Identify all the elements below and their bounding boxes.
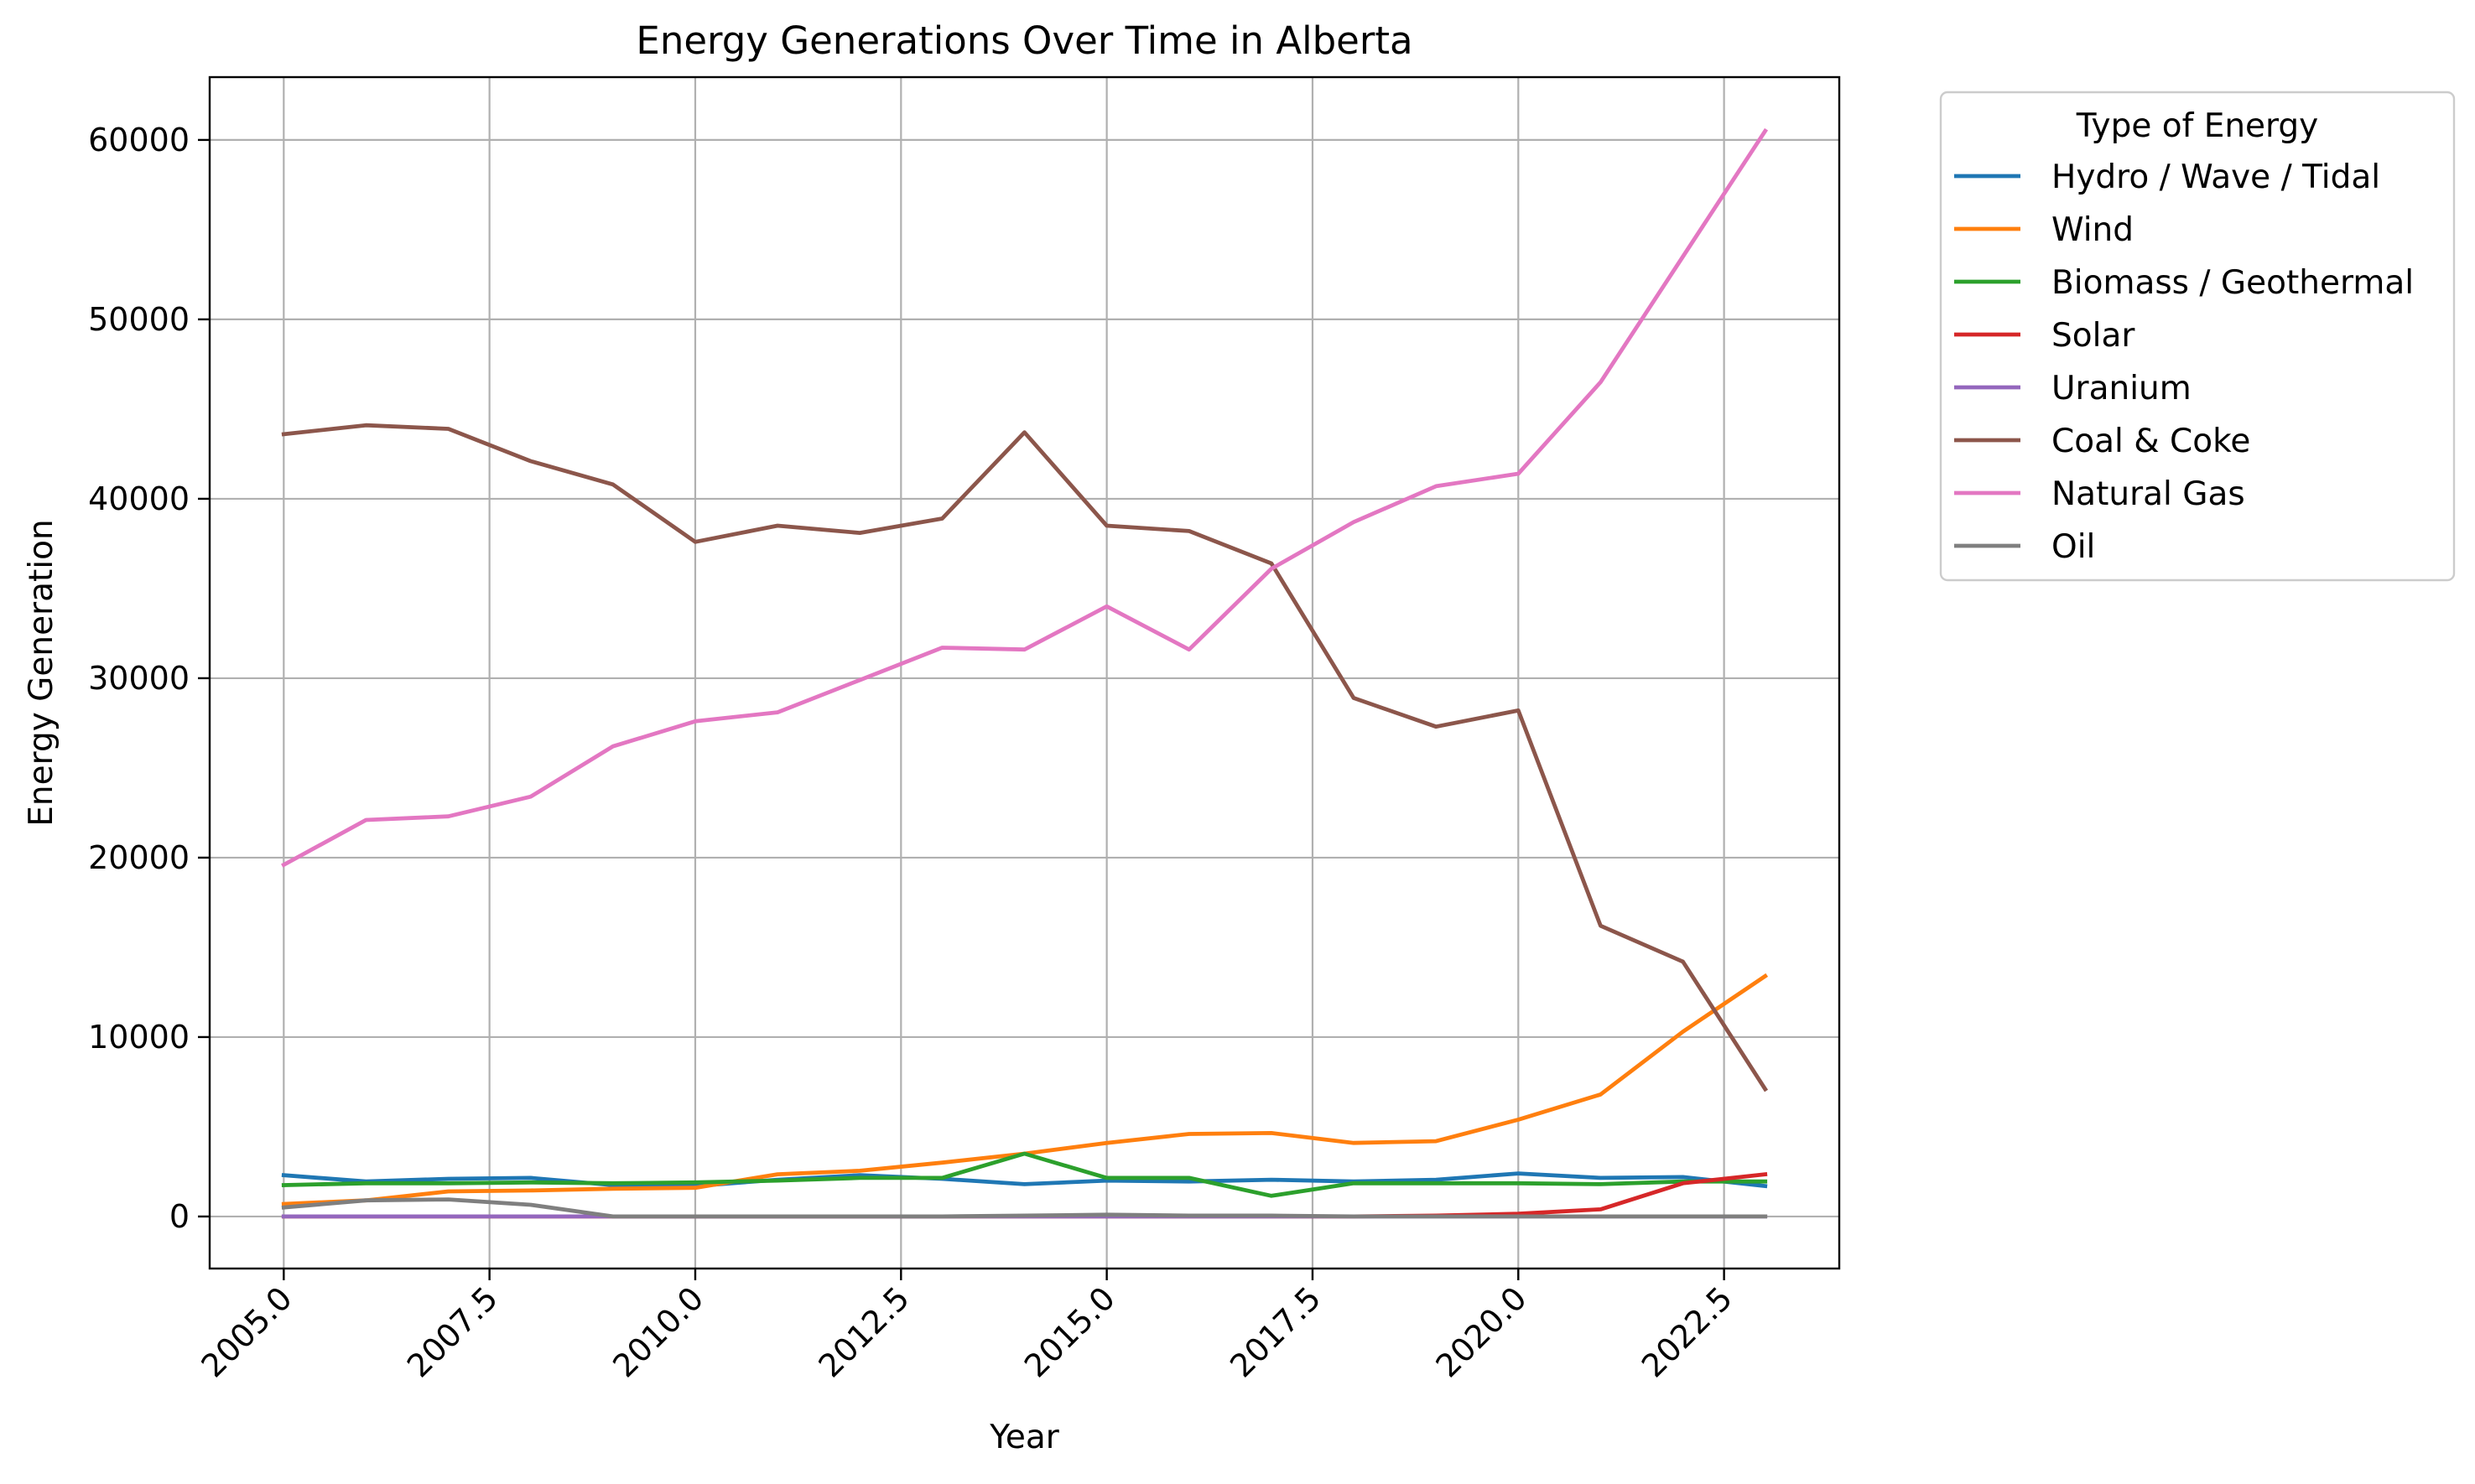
legend-title: Type of Energy [2076, 107, 2319, 145]
legend-label: Oil [2051, 528, 2095, 566]
legend-box [1939, 91, 2456, 582]
y-tick-label: 50000 [88, 301, 190, 338]
legend-items: Hydro / Wave / Tidal Wind Biomass / Geothe… [1954, 158, 2414, 566]
series-line-natural-gas [281, 127, 1769, 868]
axes-frame [208, 75, 1841, 1270]
legend-label: Hydro / Wave / Tidal [2051, 158, 2380, 196]
y-tick-label: 60000 [88, 122, 190, 158]
legend-label: Natural Gas [2051, 475, 2245, 513]
legend-label: Coal & Coke [2051, 423, 2250, 460]
legend-label: Biomass / Geothermal [2051, 264, 2414, 302]
y-tick-label: 20000 [88, 839, 190, 876]
chart-title: Energy Generations Over Time in Alberta [636, 18, 1412, 63]
y-tick-label: 10000 [88, 1019, 190, 1056]
legend: Type of Energy Hydro / Wave / Tidal Wind B… [1939, 91, 2456, 582]
series-line-oil [281, 1197, 1768, 1219]
series-line-hydro-wave-tidal [281, 1171, 1768, 1189]
series-lines [281, 127, 1769, 1219]
y-tick-label: 30000 [88, 660, 190, 697]
legend-label: Uranium [2051, 370, 2192, 407]
legend-label: Wind [2051, 211, 2134, 249]
y-axis-ticks: 0 10000 20000 30000 40000 50000 60000 [88, 122, 210, 1235]
y-axis-label: Energy Generation [23, 519, 60, 827]
series-line-coal-coke [281, 423, 1769, 1092]
x-axis-label: Year [989, 1419, 1060, 1456]
y-tick-label: 40000 [88, 480, 190, 517]
y-tick-label: 0 [169, 1198, 190, 1235]
series-line-biomass-geothermal [281, 1151, 1768, 1198]
legend-label: Solar [2051, 317, 2135, 355]
